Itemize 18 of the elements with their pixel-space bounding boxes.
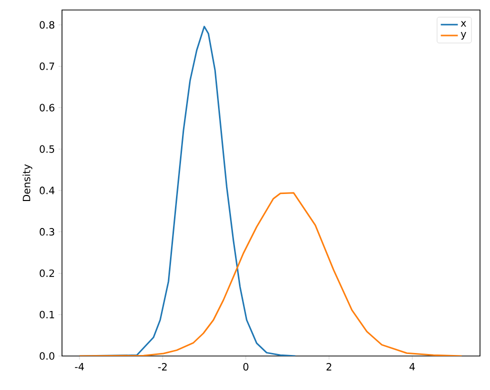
- y-tick-label: 0.8: [40, 21, 54, 29]
- y-tick-label: 0.2: [40, 269, 54, 278]
- line-series: [78, 192, 462, 356]
- x-tick-label: 4: [410, 363, 415, 370]
- legend-label: x: [460, 21, 466, 27]
- y-tick-label: 0.7: [40, 62, 54, 70]
- y-tick-label: 0.6: [40, 104, 54, 112]
- y-tick-label: 0.4: [40, 186, 54, 194]
- y-tick-label: 0.0: [40, 352, 54, 360]
- x-tick-label: 2: [326, 363, 332, 370]
- y-tick-label: 0.1: [40, 310, 54, 318]
- y-tick-label: 0.3: [40, 228, 54, 236]
- x-tick-label: -2: [158, 363, 167, 370]
- x-tick-label: 0: [243, 363, 248, 371]
- x-tick-label: -4: [74, 363, 84, 370]
- y-tick-label: 0.5: [40, 145, 54, 153]
- y-axis-title: Density: [22, 164, 32, 202]
- legend-label: y: [460, 32, 466, 40]
